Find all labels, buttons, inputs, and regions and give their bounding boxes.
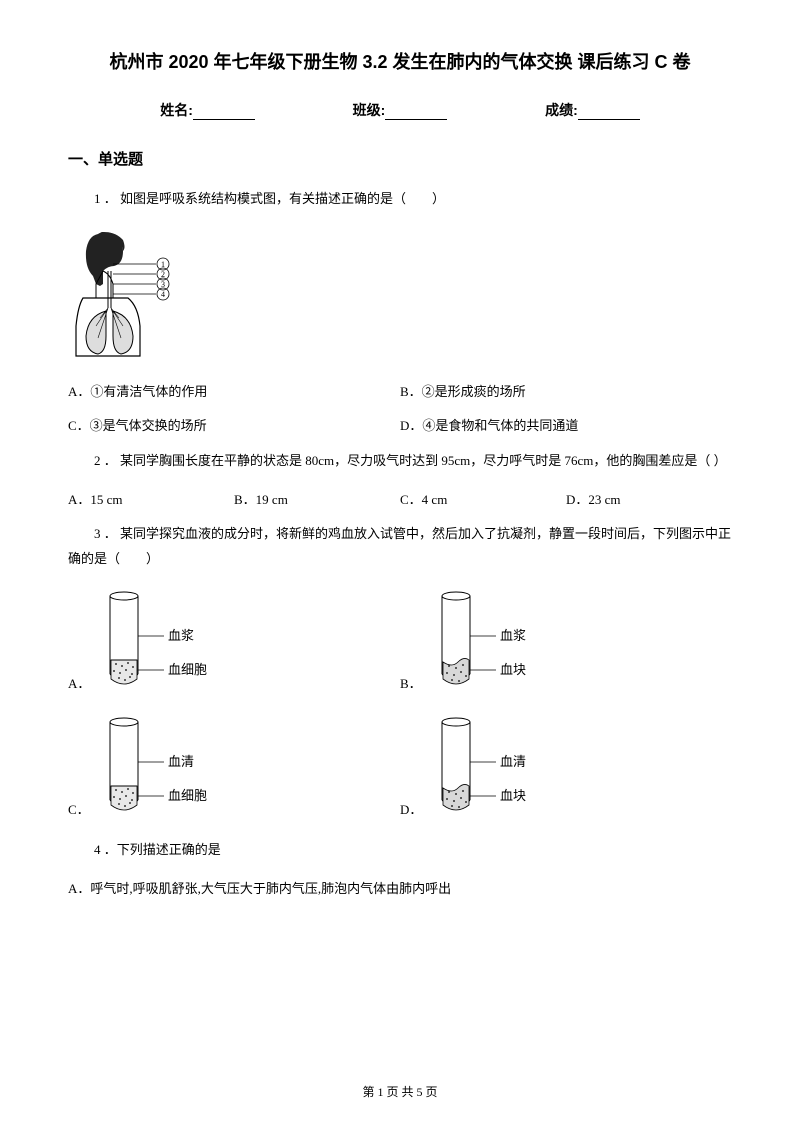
tube-a-bottom-label: 血细胞: [168, 662, 207, 677]
tube-b-top-label: 血浆: [500, 628, 526, 643]
tube-a-top-label: 血浆: [168, 628, 194, 643]
q3-tube-a: A． 血浆 血细胞: [68, 586, 400, 696]
tube-c-top-label: 血清: [168, 754, 194, 769]
q3-letter-d: D．: [400, 799, 422, 822]
q3-tube-c: C． 血清 血细胞: [68, 712, 400, 822]
svg-text:4: 4: [161, 290, 165, 299]
q3-tube-b: B． 血浆 血块: [400, 586, 732, 696]
info-row: 姓名: 班级: 成绩:: [68, 100, 732, 120]
q3-letter-a: A．: [68, 673, 90, 696]
q3-letter-b: B．: [400, 673, 422, 696]
q1-diagram: 1 2 3 4: [68, 226, 732, 366]
q3-letter-c: C．: [68, 799, 90, 822]
q2-optB: B．19 cm: [234, 488, 400, 513]
q2-optD: D．23 cm: [566, 488, 732, 513]
q2-optC: C．4 cm: [400, 488, 566, 513]
class-blank: [385, 106, 447, 120]
q3-tube-d: D． 血清 血块: [400, 712, 732, 822]
page-title: 杭州市 2020 年七年级下册生物 3.2 发生在肺内的气体交换 课后练习 C …: [68, 48, 732, 74]
q1-optC: C．③是气体交换的场所: [68, 414, 400, 439]
score-blank: [578, 106, 640, 120]
q3-text: 3 ． 某同学探究血液的成分时，将新鲜的鸡血放入试管中，然后加入了抗凝剂，静置一…: [68, 522, 732, 571]
name-label: 姓名:: [160, 100, 193, 120]
respiratory-diagram: 1 2 3 4: [68, 226, 198, 366]
name-blank: [193, 106, 255, 120]
q2-text: 2 ． 某同学胸围长度在平静的状态是 80cm，尽力吸气时达到 95cm，尽力呼…: [68, 449, 732, 474]
q1-optA: A．①有清洁气体的作用: [68, 380, 400, 405]
section-header: 一、单选题: [68, 148, 732, 169]
page-footer: 第 1 页 共 5 页: [0, 1083, 800, 1100]
tube-d-bottom-label: 血块: [500, 788, 526, 803]
q1-options-row2: C．③是气体交换的场所 D．④是食物和气体的共同通道: [68, 414, 732, 439]
q1-optB: B．②是形成痰的场所: [400, 380, 732, 405]
q2-optA: A．15 cm: [68, 488, 234, 513]
q1-options-row1: A．①有清洁气体的作用 B．②是形成痰的场所: [68, 380, 732, 405]
q1-text: 1 ． 如图是呼吸系统结构模式图，有关描述正确的是（ ）: [68, 187, 732, 212]
class-label: 班级:: [353, 100, 386, 120]
tube-c-bottom-label: 血细胞: [168, 788, 207, 803]
tube-b-bottom-label: 血块: [500, 662, 526, 677]
tube-d-top-label: 血清: [500, 754, 526, 769]
score-label: 成绩:: [545, 100, 578, 120]
q1-optD: D．④是食物和气体的共同通道: [400, 414, 732, 439]
q2-options: A．15 cm B．19 cm C．4 cm D．23 cm: [68, 488, 732, 513]
q3-row-ab: A． 血浆 血细胞 B．: [68, 586, 732, 696]
q4-text: 4 ．下列描述正确的是: [68, 838, 732, 863]
q3-row-cd: C． 血清 血细胞 D．: [68, 712, 732, 822]
q4-optA: A．呼气时,呼吸肌舒张,大气压大于肺内气压,肺泡内气体由肺内呼出: [68, 877, 732, 902]
